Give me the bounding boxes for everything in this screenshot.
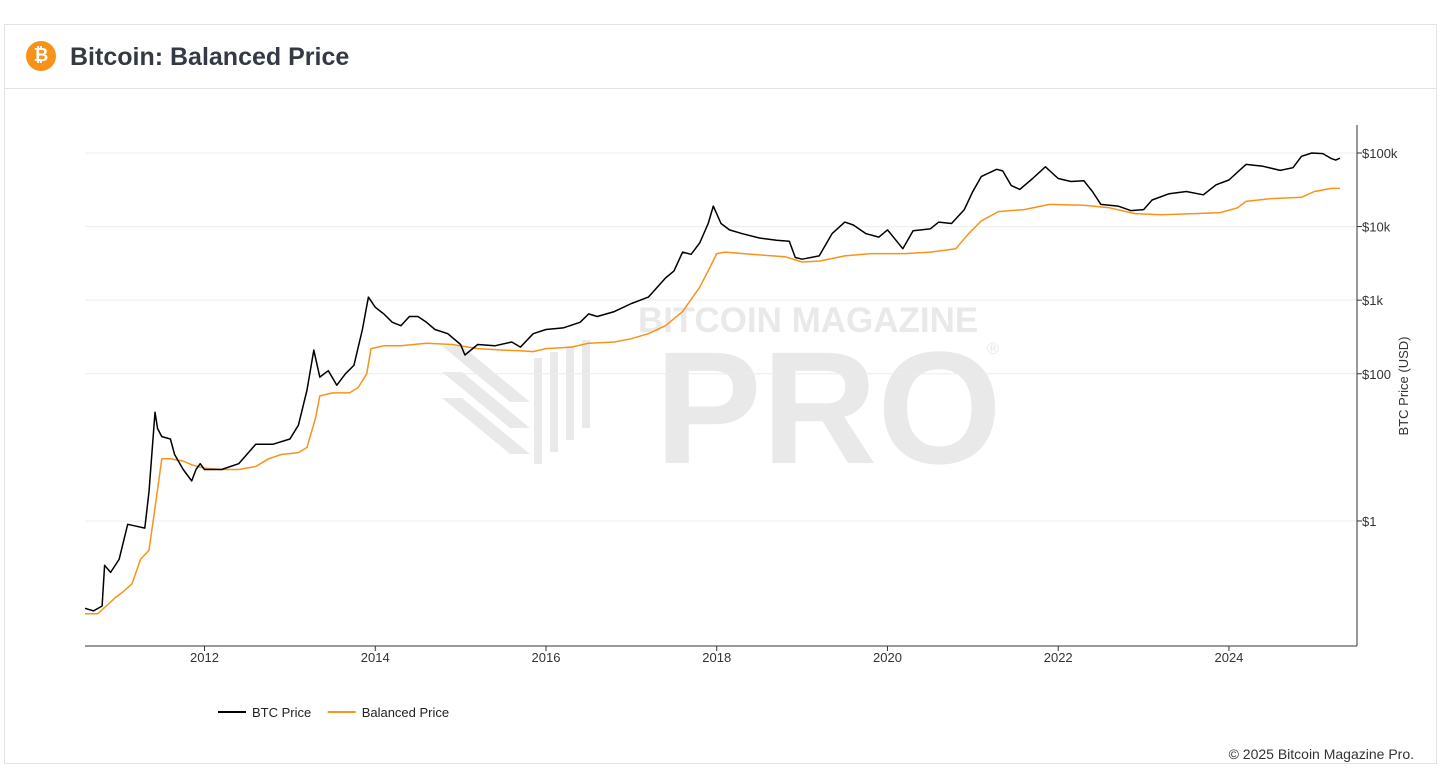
- y-tick-label: $1k: [1362, 293, 1383, 308]
- x-axis: 2012 2014 2016 2018 2020 2022 2024: [190, 646, 1243, 665]
- watermark-registered: ®: [985, 339, 1001, 358]
- x-tick-label: 2012: [190, 650, 219, 665]
- legend[interactable]: BTC Price Balanced Price: [218, 705, 449, 720]
- legend-item-btc-price[interactable]: BTC Price: [218, 705, 311, 720]
- watermark-line2: PRO: [655, 318, 1002, 497]
- y-tick-label: $100k: [1362, 146, 1398, 161]
- chart-card: ₿ Bitcoin: Balanced Price: [4, 24, 1437, 764]
- page-title: Bitcoin: Balanced Price: [70, 43, 350, 71]
- bitcoin-logo-icon: ₿: [26, 41, 56, 71]
- legend-label: BTC Price: [252, 705, 311, 720]
- series-lines: [84, 152, 1341, 615]
- legend-label: Balanced Price: [362, 705, 449, 720]
- copyright-text: © 2025 Bitcoin Magazine Pro.: [1228, 746, 1414, 762]
- series-line-btc-price: [84, 152, 1341, 612]
- card-header: ₿ Bitcoin: Balanced Price: [5, 25, 1436, 89]
- x-tick-label: 2020: [873, 650, 902, 665]
- x-tick-label: 2018: [702, 650, 731, 665]
- grid-lines: [85, 152, 1357, 522]
- y-tick-label: $1: [1362, 514, 1376, 529]
- watermark-line1: BITCOIN MAGAZINE: [638, 301, 978, 340]
- x-tick-label: 2024: [1214, 650, 1243, 665]
- y-axis-title: BTC Price (USD): [1396, 337, 1411, 436]
- y-tick-label: $100: [1362, 367, 1391, 382]
- y-axis: $1 $100 $1k $10k $100k: [1357, 146, 1398, 529]
- legend-item-balanced-price[interactable]: Balanced Price: [327, 705, 449, 720]
- watermark: BITCOIN MAGAZINE PRO ®: [442, 301, 1002, 497]
- x-tick-label: 2022: [1044, 650, 1073, 665]
- series-line-balanced-price: [85, 187, 1340, 615]
- y-tick-label: $10k: [1362, 220, 1391, 235]
- watermark-emblem-icon: [442, 340, 590, 464]
- x-tick-label: 2016: [532, 650, 561, 665]
- x-tick-label: 2014: [361, 650, 390, 665]
